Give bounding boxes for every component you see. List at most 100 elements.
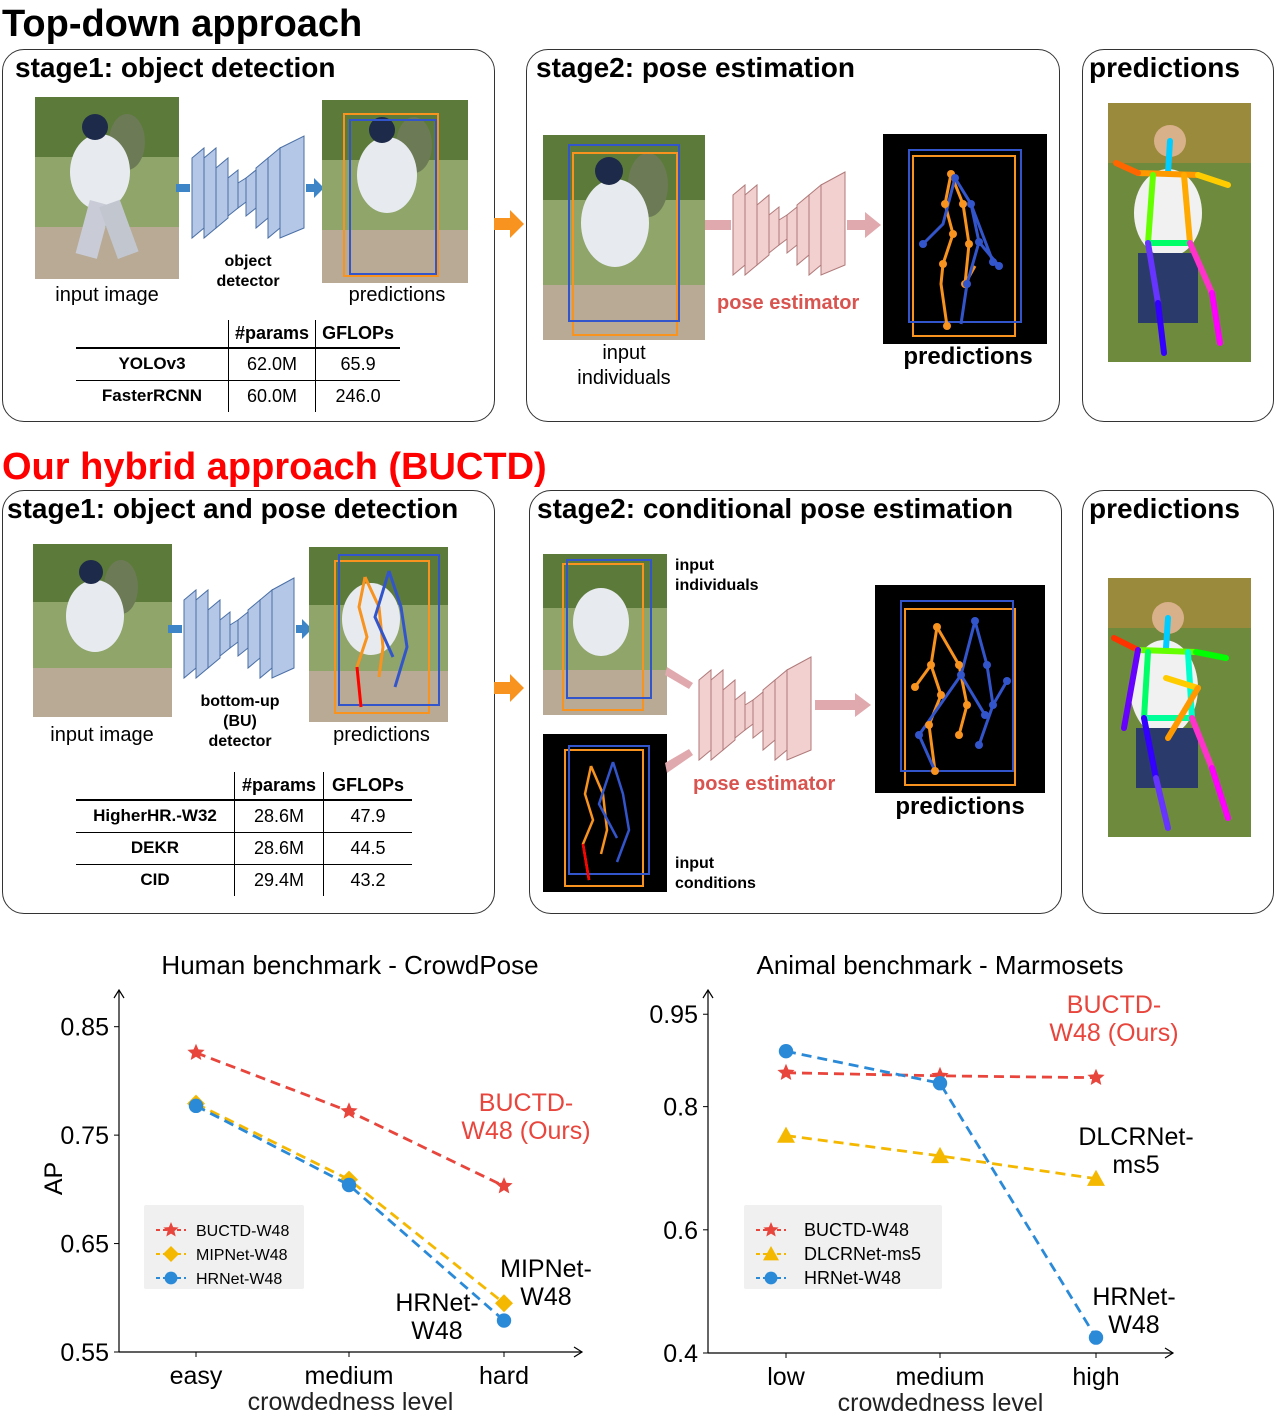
legend-marker [164,1271,178,1285]
top-table-cell: 62.0M [228,348,317,380]
hybrid-pose-predictions-label: predictions [895,793,1025,820]
hybrid-params-table: #params GFLOPs HigherHR.-W32 28.6M 47.9 … [76,772,412,896]
data-point [931,1146,949,1164]
top-table-cell: 65.9 [340,353,376,374]
data-point [187,1043,205,1060]
top-table-cell: 246.0 [315,379,401,412]
top-input-individuals-image [543,135,705,340]
top-detector-network-icon [176,135,324,240]
hybrid-input-conditions-label: input conditions [675,855,756,892]
legend-label: MIPNet-W48 [196,1247,288,1264]
hybrid-input-image [33,544,172,717]
hybrid-predictions-label: predictions [333,724,430,746]
series-line-0 [195,1051,505,1188]
legend-marker [763,1246,779,1261]
hybrid-predictions-image [309,547,448,722]
hybrid-table-cell: CID [76,863,235,896]
stage-arrow-icon [494,674,524,702]
x-tick-label: hard [479,1362,529,1390]
hybrid-heading: Our hybrid approach (BUCTD) [2,446,547,488]
top-heading: Top-down approach [2,3,363,45]
data-point [495,1294,513,1313]
series-line-2 [195,1104,505,1322]
hybrid-detector-label: bottom-up (BU) detector [200,693,280,750]
hybrid-table-cell: 44.5 [323,831,412,864]
y-tick-label: 0.95 [649,1001,698,1029]
legend-marker [764,1271,778,1285]
legend-label: DLCRNet-ms5 [804,1244,921,1264]
hybrid-table-header-1: #params [234,772,324,801]
annotation-label: ms5 [1112,1151,1159,1179]
legend-box [744,1205,942,1289]
top-pose-predictions-image [883,134,1047,344]
series-line-0 [785,1071,1097,1080]
annotation-label: MIPNet- [500,1255,592,1283]
hybrid-input-individuals-image [543,554,667,715]
chart2-animal-marmosets: 0.4 0.6 0.8 0.95 low medium high crowdedness le… [649,988,1194,1417]
data-point [341,1177,357,1193]
hybrid-predictions-panel-title: predictions [1089,493,1240,524]
x-axis-arrow [1164,1347,1175,1359]
annotation-label: W48 (Ours) [461,1117,590,1145]
annotation-label: BUCTD- [479,1089,573,1117]
y-axis-arrow [113,988,125,999]
hybrid-input-individuals-label: input individuals [675,557,759,594]
top-input-image-label: input image [55,284,159,306]
annotation-label: HRNet- [1092,1283,1175,1311]
series-line-1 [785,1134,1097,1181]
x-tick-label: low [767,1363,805,1391]
top-table-cell: FasterRCNN [76,379,229,412]
legend-marker [763,1222,779,1237]
legend-label: HRNet-W48 [804,1268,901,1288]
legend-marker [163,1222,179,1237]
data-point [778,1043,794,1059]
x-axis-label: crowdedness level [248,1388,454,1416]
top-pose-estimator-label: pose estimator [717,292,860,314]
top-pose-predictions-label: predictions [903,343,1033,370]
annotation-label: BUCTD- [1067,991,1161,1019]
legend-label: HRNet-W48 [196,1271,282,1288]
chart1-human-crowdpose: 0.55 0.65 0.75 0.85 easy medium hard crowdednes… [40,988,592,1416]
hybrid-table-cell: 43.2 [323,863,412,896]
top-predictions-label: predictions [348,284,446,306]
y-axis-label: AP [40,1162,68,1195]
top-params-table: #params GFLOPs YOLOv3 62.0M 65.9 FasterR… [76,320,401,412]
top-detector-label: object detector [216,253,280,290]
series-line-2 [785,1049,1098,1339]
y-tick-label: 0.55 [60,1339,109,1367]
series-line-1 [195,1102,505,1305]
top-predictions-image [322,100,468,283]
chart1-title: Human benchmark - CrowdPose [161,950,539,980]
x-axis-arrow [573,1346,584,1358]
annotation-label: HRNet- [395,1289,478,1317]
annotation-label: W48 [1108,1311,1159,1339]
legend-label: BUCTD-W48 [804,1220,909,1240]
top-input-image [35,97,179,279]
top-stage1-title: stage1: object detection [15,52,336,83]
y-axis-arrow [702,988,714,999]
top-table-cell: 60.0M [228,379,317,412]
hybrid-detector-network-icon [168,577,312,680]
top-table-header-0 [76,320,229,349]
data-point [777,1063,795,1080]
hybrid-pose-predictions-image [875,585,1045,793]
hybrid-table-header-2: GFLOPs [323,772,412,801]
annotation-label: W48 [411,1317,462,1345]
top-input-individuals-label: input individuals [577,342,671,389]
legend-marker [163,1246,179,1262]
top-stage2-title: stage2: pose estimation [536,52,855,83]
y-tick-label: 0.6 [663,1217,698,1245]
hybrid-table-header-0 [76,772,235,801]
data-point [1087,1169,1105,1186]
stage-arrow-icon [494,210,524,238]
hybrid-stage1-title: stage1: object and pose detection [7,493,459,524]
hybrid-table-cell: 28.6M [234,800,324,832]
x-tick-label: medium [896,1363,985,1391]
data-point [1087,1068,1105,1085]
data-point [188,1098,204,1114]
x-tick-label: easy [170,1362,223,1390]
annotation-label: W48 [520,1283,571,1311]
data-point [495,1177,513,1194]
top-predictions-panel-title: predictions [1089,52,1240,83]
y-tick-label: 0.65 [60,1231,109,1259]
